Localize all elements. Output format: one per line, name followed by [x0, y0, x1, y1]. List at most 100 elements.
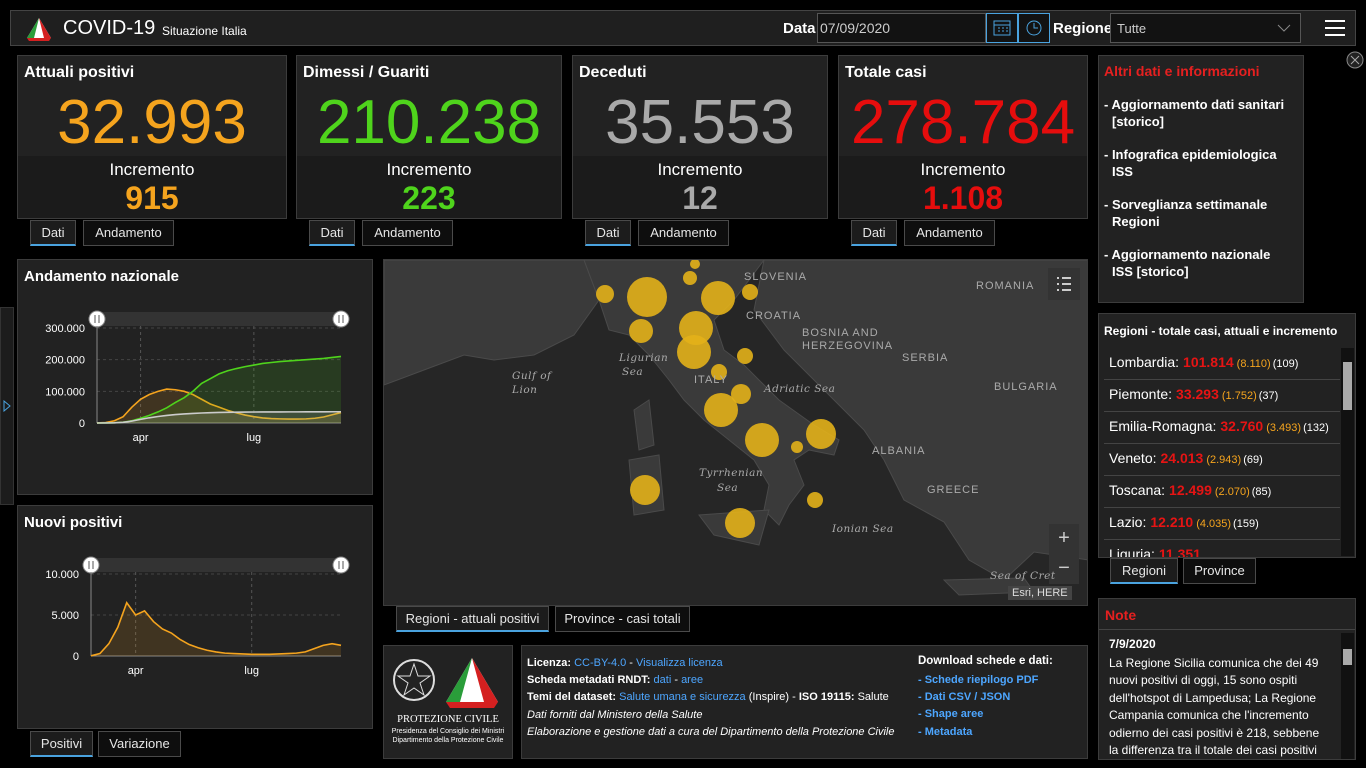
info-link[interactable]: - Aggiornamento dati sanitari [storico] — [1104, 97, 1285, 129]
scroll-thumb[interactable] — [1343, 649, 1352, 665]
map-label: Sea of Cret — [990, 570, 1056, 582]
regions-panel: Regioni - totale casi, attuali e increme… — [1098, 313, 1356, 558]
x-tick-label: apr — [128, 665, 144, 677]
info-line: Licenza: CC-BY-4.0 - Visualizza licenza — [527, 655, 917, 672]
region-current: (4.035) — [1196, 518, 1232, 530]
map-label: Ionian Sea — [832, 523, 894, 535]
info-link[interactable]: - Infografica epidemiologica ISS — [1104, 147, 1277, 179]
note-panel: Note 7/9/2020 La Regione Sicilia comunic… — [1098, 598, 1356, 760]
card-lower: Incremento 223 — [297, 156, 561, 218]
region-total: 101.814 — [1183, 354, 1234, 370]
info-link[interactable]: aree — [681, 674, 704, 687]
tab[interactable]: Andamento — [362, 220, 453, 246]
chart-panel: Andamento nazionale 0 100.000 200.000 300.00… — [17, 259, 373, 495]
legend-button[interactable] — [1048, 268, 1080, 300]
zoom-in[interactable]: + — [1058, 527, 1070, 549]
scrollbar[interactable] — [1341, 633, 1354, 759]
download-link[interactable]: - Shape aree — [918, 708, 984, 721]
increment-value: 223 — [402, 180, 456, 216]
tab[interactable]: Andamento — [83, 220, 174, 246]
date-buttons[interactable] — [986, 13, 1050, 43]
map-label: Adriatic Sea — [764, 383, 836, 395]
card-value: 32.993 — [57, 88, 247, 157]
info-panel: Licenza: CC-BY-4.0 - Visualizza licenza S… — [521, 645, 1088, 759]
zoom-control: + − — [1049, 524, 1079, 584]
menu-button[interactable] — [1325, 19, 1345, 37]
region-name: Liguria: — [1109, 546, 1155, 557]
region-total: 24.013 — [1160, 450, 1204, 466]
map[interactable]: + − Esri, HERE SLOVENIA ROMANIA CROATIA BOS… — [383, 259, 1088, 606]
tab[interactable]: Dati — [30, 220, 76, 246]
scrollbar[interactable] — [1341, 348, 1354, 556]
card-lower: Incremento 915 — [18, 156, 286, 218]
tab[interactable]: Regioni — [1110, 558, 1178, 584]
region-name: Toscana: — [1109, 482, 1166, 498]
map-label: Ligurian — [619, 352, 669, 364]
region-row: Piemonte: 33.293 (1.752) (37) — [1104, 380, 1340, 412]
tab[interactable]: Dati — [585, 220, 631, 246]
tab[interactable]: Dati — [851, 220, 897, 246]
map-label: ALBANIA — [872, 445, 926, 457]
slider-grip — [94, 315, 100, 323]
region-name: Veneto: — [1109, 450, 1157, 466]
series-line — [96, 355, 342, 424]
logo-line: Dipartimento della Protezione Civile — [392, 737, 504, 744]
card-lower: Incremento 1.108 — [839, 156, 1087, 218]
info-link[interactable]: - Sorveglianza settimanale Regioni — [1104, 197, 1268, 229]
info-text: - — [626, 657, 637, 669]
tab[interactable]: Province - casi totali — [555, 606, 690, 632]
series-area — [97, 411, 341, 423]
tab[interactable]: Positivi — [30, 731, 93, 757]
region-name: Lazio: — [1109, 514, 1147, 530]
date-label: Data — [783, 20, 816, 37]
x-tick-label: lug — [247, 432, 262, 444]
info-text: (Inspire) - — [745, 691, 799, 704]
download-link[interactable]: - Dati CSV / JSON — [918, 691, 1011, 704]
info-link[interactable]: dati — [650, 674, 672, 687]
region-row: Veneto: 24.013 (2.943) (69) — [1104, 444, 1340, 476]
map-label: HERZEGOVINA — [802, 340, 894, 352]
scroll-thumb[interactable] — [1343, 362, 1352, 410]
card-value: 278.784 — [850, 88, 1076, 157]
header-bar: COVID-19 Situazione Italia Data 07/09/20… — [10, 10, 1356, 46]
side-arrow — [3, 400, 11, 412]
info-text: Dati forniti dal Ministero della Salute — [527, 708, 703, 721]
tab[interactable]: Province — [1183, 558, 1256, 584]
info-text: Salute — [854, 691, 889, 704]
tab[interactable]: Andamento — [904, 220, 995, 246]
tab[interactable]: Dati — [309, 220, 355, 246]
x-tick-label: apr — [133, 432, 149, 444]
map-attribution: Esri, HERE — [1008, 586, 1072, 600]
increment-value: 1.108 — [922, 180, 1004, 216]
y-tick-label: 5.000 — [51, 610, 79, 622]
side-toggle[interactable] — [0, 307, 14, 505]
tab[interactable]: Andamento — [638, 220, 729, 246]
info-text: Licenza: — [527, 657, 572, 669]
expand-icon[interactable] — [1346, 51, 1364, 69]
download-link[interactable]: - Metadata — [918, 725, 973, 738]
info-link[interactable]: Salute umana e sicurezza — [616, 691, 746, 704]
info-link[interactable]: Visualizza licenza — [636, 657, 723, 669]
region-name: Lombardia: — [1109, 354, 1180, 370]
y-tick-label: 0 — [73, 651, 79, 663]
date-input[interactable]: 07/09/2020 — [817, 13, 986, 43]
card-title: Deceduti — [579, 64, 647, 81]
tab[interactable]: Regioni - attuali positivi — [396, 606, 549, 632]
download-link[interactable]: - Schede riepilogo PDF — [918, 674, 1039, 686]
region-increment: (85) — [1251, 486, 1272, 498]
info-link[interactable]: CC-BY-4.0 — [571, 657, 627, 669]
slider-grip — [88, 561, 94, 569]
zoom-out[interactable]: − — [1058, 557, 1070, 579]
card-title: Attuali positivi — [24, 64, 135, 81]
tab[interactable]: Variazione — [98, 731, 181, 757]
info-link[interactable]: - Aggiornamento nazionale ISS [storico] — [1104, 247, 1271, 279]
region-total: 32.760 — [1220, 418, 1264, 434]
info-text: Temi del dataset: — [527, 691, 617, 704]
series-area — [97, 356, 341, 423]
stat-card: Attuali positivi 32.993 Incremento 915 — [17, 55, 287, 219]
region-select[interactable]: Tutte — [1110, 13, 1301, 43]
stat-card: Deceduti 35.553 Incremento 12 — [572, 55, 828, 219]
info-line: Temi del dataset: Salute umana e sicurez… — [527, 689, 917, 706]
map-label: Tyrrhenian — [699, 467, 764, 479]
y-tick-label: 0 — [79, 418, 85, 430]
